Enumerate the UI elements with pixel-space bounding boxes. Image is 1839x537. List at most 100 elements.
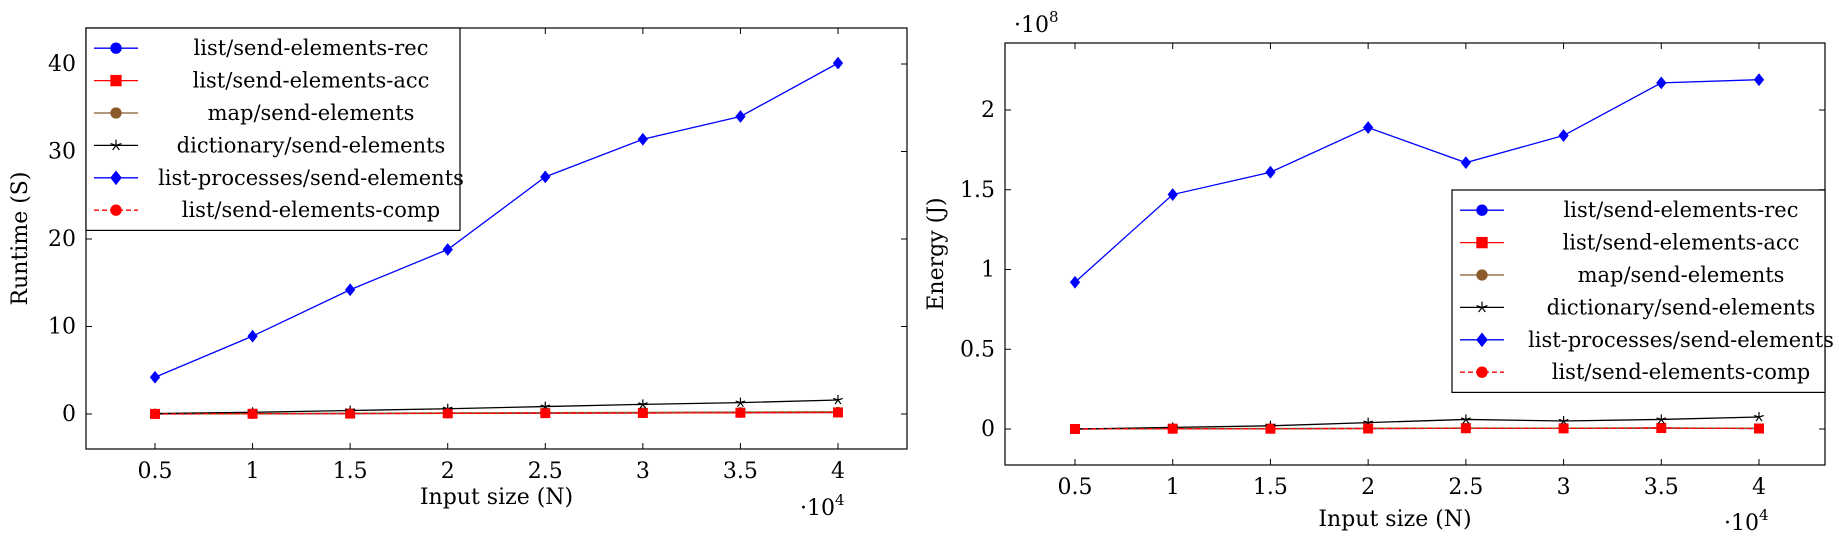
data-point xyxy=(1656,414,1667,424)
x-tick-label: 3.5 xyxy=(723,459,758,484)
data-point xyxy=(247,408,258,419)
legend-box xyxy=(1451,189,1826,393)
data-point xyxy=(637,407,648,418)
data-point xyxy=(1754,412,1764,422)
x-tick-label: 3 xyxy=(1557,475,1571,500)
data-point xyxy=(1558,423,1569,434)
data-point xyxy=(833,395,843,405)
data-point xyxy=(1070,424,1080,434)
legend-marker xyxy=(110,107,122,119)
y-tick-label: 0 xyxy=(62,402,76,427)
y-tick-label: 30 xyxy=(48,140,76,165)
legend-marker xyxy=(110,170,122,186)
legend-marker xyxy=(110,42,122,54)
legend-label: dictionary/send-elements xyxy=(177,133,446,157)
x-tick-label: 1.5 xyxy=(1253,475,1288,500)
energy-chart: 0.5 1 1.5 2 2.5 3 3.5 4 0 0.5 1 1.5 2 Input size (N) E… xyxy=(924,8,1834,536)
data-point xyxy=(735,397,746,408)
data-point xyxy=(1167,188,1178,201)
x-tick-label: 3.5 xyxy=(1644,475,1679,500)
legend-marker xyxy=(1476,269,1488,281)
series-line xyxy=(1074,79,1760,283)
legend-label: list/send-elements-rec xyxy=(194,36,429,60)
data-point xyxy=(540,170,551,184)
x-axis-label: Input size (N) xyxy=(420,485,573,510)
data-point xyxy=(833,407,843,418)
data-point xyxy=(1460,423,1471,434)
legend-label: map/send-elements xyxy=(208,101,415,125)
x-tick-label: 3 xyxy=(636,459,650,484)
legend: list/send-elements-rec list/send-elements… xyxy=(1451,189,1834,393)
data-point xyxy=(247,329,258,343)
y-tick-label: 1 xyxy=(981,258,995,283)
legend-entry: list-processes/send-elements xyxy=(1460,328,1834,352)
series-line xyxy=(1074,427,1760,430)
data-point xyxy=(1460,156,1471,170)
x-tick-label: 0.5 xyxy=(138,459,173,484)
series-line xyxy=(1074,416,1760,430)
legend-entry: list-processes/send-elements xyxy=(94,166,464,190)
legend-entry: dictionary/send-elements xyxy=(94,133,445,157)
legend-label: list-processes/send-elements xyxy=(158,166,464,190)
series-list-processes-send-elements xyxy=(149,56,844,384)
legend-marker xyxy=(110,139,122,151)
series-line xyxy=(154,399,839,415)
x-tick-label: 1 xyxy=(246,459,260,484)
series-line xyxy=(154,62,839,378)
legend-entry: dictionary/send-elements xyxy=(1460,295,1815,319)
data-point xyxy=(1265,423,1276,434)
y-tick-label: 20 xyxy=(48,227,76,252)
x-tick-label: 4 xyxy=(831,459,845,484)
x-tick-label: 2.5 xyxy=(528,459,563,484)
y-tick-label: 40 xyxy=(48,52,76,77)
data-point xyxy=(735,110,746,123)
legend-entry: map/send-elements xyxy=(1460,263,1784,287)
y-tick-label: 0 xyxy=(981,417,995,442)
legend-label: list-processes/send-elements xyxy=(1528,328,1834,352)
data-point xyxy=(735,407,746,418)
legend-box xyxy=(85,27,461,231)
legend-marker xyxy=(110,74,122,87)
legend-label: list/send-elements-comp xyxy=(1552,360,1811,384)
legend-label: list/send-elements-comp xyxy=(182,198,441,222)
y-axis-label: Energy (J) xyxy=(924,197,949,310)
y-tick-label: 2 xyxy=(981,98,995,123)
legend-label: list/send-elements-acc xyxy=(193,69,430,93)
legend-label: dictionary/send-elements xyxy=(1547,295,1816,319)
x-axis-label: Input size (N) xyxy=(1318,507,1471,532)
x-tick-label: 2.5 xyxy=(1448,475,1483,500)
data-point xyxy=(442,243,453,256)
data-point xyxy=(1460,414,1471,424)
legend-entry: list/send-elements-rec xyxy=(1460,198,1798,222)
data-point xyxy=(345,408,356,419)
data-point xyxy=(1754,423,1764,434)
data-point xyxy=(540,408,551,419)
x-tick-label: 2 xyxy=(441,459,455,484)
data-point xyxy=(1656,423,1667,434)
data-point xyxy=(1069,275,1081,289)
data-point xyxy=(149,370,161,384)
legend-entry: list/send-elements-comp xyxy=(1460,360,1810,384)
legend-marker xyxy=(1476,204,1488,216)
legend-marker xyxy=(1476,332,1488,348)
data-point xyxy=(1656,76,1667,90)
y-tick-label: 0.5 xyxy=(960,337,995,362)
data-point xyxy=(1265,165,1276,179)
x-tick-label: 4 xyxy=(1752,475,1766,500)
legend-marker xyxy=(1476,301,1488,313)
x-tick-label: 1.5 xyxy=(333,459,368,484)
series-list-send-elements-comp xyxy=(150,407,843,419)
legend-entry: list/send-elements-acc xyxy=(94,69,429,93)
data-point xyxy=(637,132,648,146)
data-point xyxy=(345,283,356,297)
series-line xyxy=(154,411,839,415)
legend-label: map/send-elements xyxy=(1578,263,1785,287)
legend-entry: list/send-elements-acc xyxy=(1460,231,1799,255)
legend-marker xyxy=(1476,366,1488,378)
data-point xyxy=(150,408,160,419)
data-point xyxy=(637,399,648,409)
legend-entry: list/send-elements-rec xyxy=(94,36,428,60)
data-point xyxy=(832,56,844,70)
